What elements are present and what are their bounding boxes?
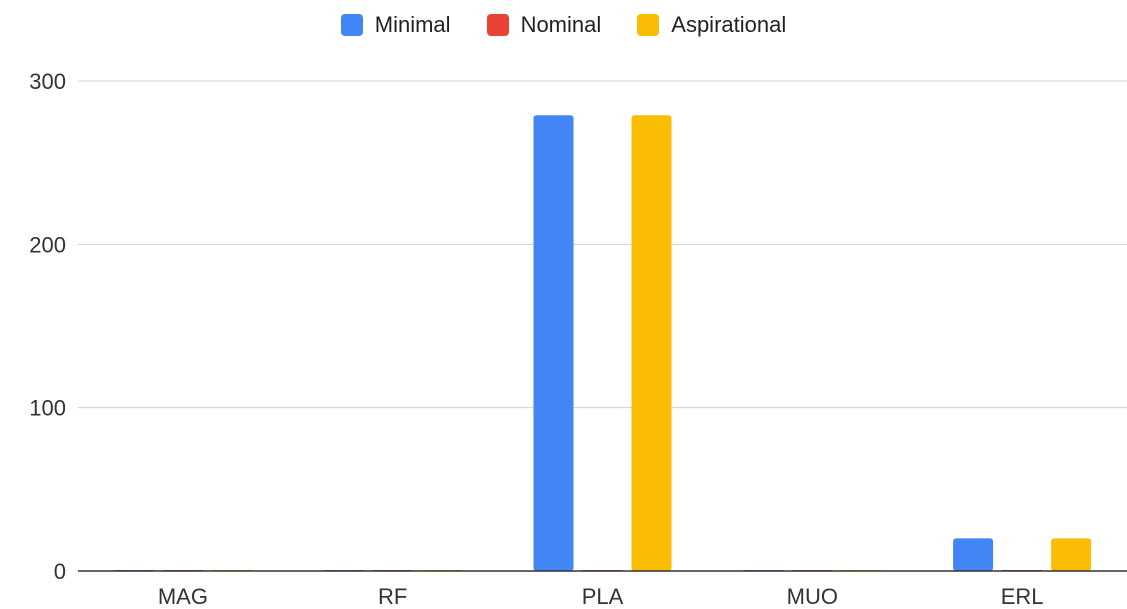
y-tick-label: 100: [29, 396, 66, 421]
x-tick-label: ERL: [1001, 584, 1044, 609]
y-tick-labels: 0 100 200 300: [29, 69, 66, 584]
bars: [113, 115, 1092, 572]
legend-item-minimal[interactable]: Minimal: [340, 12, 451, 38]
x-tick-label: MAG: [158, 584, 208, 609]
y-tick-label: 200: [29, 232, 66, 257]
legend-swatch-minimal: [340, 14, 363, 36]
legend-item-nominal[interactable]: Nominal: [486, 12, 602, 38]
x-tick-labels: MAG RF PLA MUO ERL: [158, 584, 1044, 609]
y-tick-label: 300: [29, 69, 66, 94]
x-tick-label: MUO: [787, 584, 838, 609]
x-tick-label: RF: [378, 584, 407, 609]
bar-erl-minimal[interactable]: [953, 538, 994, 571]
legend-item-aspirational[interactable]: Aspirational: [637, 12, 786, 38]
legend: Minimal Nominal Aspirational: [0, 12, 1127, 38]
bar-erl-aspirational[interactable]: [1051, 538, 1092, 571]
bar-pla-aspirational[interactable]: [631, 115, 672, 572]
legend-swatch-nominal: [486, 14, 509, 36]
y-tick-label: 0: [54, 559, 66, 584]
bar-pla-minimal[interactable]: [533, 115, 574, 572]
legend-label-nominal: Nominal: [520, 12, 602, 37]
legend-label-aspirational: Aspirational: [671, 12, 787, 37]
legend-swatch-aspirational: [637, 14, 660, 36]
gridlines: [78, 80, 1127, 409]
legend-label-minimal: Minimal: [374, 12, 451, 37]
x-tick-label: PLA: [582, 584, 624, 609]
